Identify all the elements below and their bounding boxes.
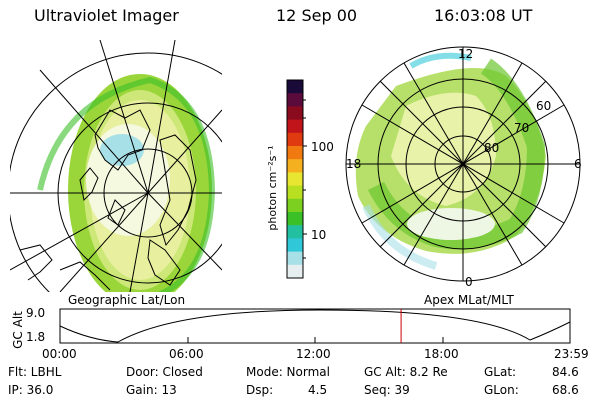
dsp-label: Dsp: — [246, 383, 274, 397]
longitude-lines — [10, 40, 222, 292]
mlt-label-12: 12 — [458, 47, 473, 61]
colorbar-segment — [287, 264, 303, 279]
glat-label: GLat: — [484, 365, 517, 379]
polar-cap-spot — [100, 134, 144, 166]
geographic-caption: Geographic Lat/Lon — [68, 293, 186, 307]
x-tick-1800: 18:00 — [424, 347, 459, 361]
gc-altitude-plot: GC Alt 9.0 1.8 — [11, 306, 571, 349]
magnetic-polar-plot: 12 18 6 0 60 70 80 — [345, 46, 582, 289]
colorbar-segment — [287, 146, 303, 160]
app-title: Ultraviolet Imager — [34, 6, 179, 25]
gc-alt-status: GC Alt: 8.2 Re — [364, 365, 448, 379]
colorbar-unit-label: photon cm⁻²s⁻¹ — [266, 145, 279, 230]
altitude-curve — [59, 309, 571, 343]
mlat-label-60: 60 — [536, 99, 551, 113]
y-tick-1-8: 1.8 — [26, 330, 45, 344]
x-tick-1200: 12:00 — [296, 347, 331, 361]
colorbar: photon cm⁻²s⁻¹ — [266, 79, 307, 279]
colorbar-segment — [287, 159, 303, 173]
door-status: Door: Closed — [126, 365, 203, 379]
x-tick-0600: 06:00 — [169, 347, 204, 361]
colorbar-segment — [287, 80, 303, 94]
date-label: 12 Sep 00 — [276, 6, 358, 25]
colorbar-segment — [287, 251, 303, 266]
coastlines — [19, 109, 197, 291]
colorbar-segment — [287, 238, 303, 253]
mlat-grid — [345, 46, 581, 282]
mlat-label-70: 70 — [514, 121, 529, 135]
colorbar-tick-10: 10 — [311, 228, 327, 242]
gc-alt-axis-label: GC Alt — [11, 311, 25, 349]
dsp-value: 4.5 — [308, 383, 328, 397]
mlt-label-0: 0 — [465, 275, 473, 289]
mlt-label-18: 18 — [346, 157, 361, 171]
colorbar-segment — [287, 106, 303, 121]
colorbar-segment — [287, 93, 303, 107]
glon-label: GLon: — [484, 383, 519, 397]
filter-status: Flt: LBHL — [8, 365, 62, 379]
colorbar-segment — [287, 172, 303, 187]
latitude-circle — [10, 52, 222, 292]
mlt-label-6: 6 — [574, 157, 582, 171]
colorbar-segment — [287, 198, 303, 213]
glon-value: 68.6 — [552, 383, 579, 397]
colorbar-strip — [287, 80, 303, 279]
colorbar-segment — [287, 119, 303, 134]
colorbar-segment — [287, 212, 303, 226]
glat-value: 84.6 — [552, 365, 579, 379]
colorbar-tick-100: 100 — [311, 140, 334, 154]
nightside-gap — [407, 208, 495, 240]
magnetic-caption: Apex MLat/MLT — [424, 293, 514, 307]
mode-status: Mode: Normal — [246, 365, 330, 379]
colorbar-segment — [287, 132, 303, 147]
x-ticks — [187, 337, 444, 343]
ip-status: IP: 36.0 — [8, 383, 54, 397]
mlat-label-80: 80 — [484, 141, 499, 155]
seq-status: Seq: 39 — [364, 383, 410, 397]
x-tick-2359: 23:59 — [554, 347, 589, 361]
polar-cap — [391, 92, 496, 206]
time-label: 16:03:08 UT — [434, 6, 533, 25]
colorbar-segment — [287, 185, 303, 200]
gain-status: Gain: 13 — [126, 383, 177, 397]
y-tick-9: 9.0 — [26, 306, 45, 320]
colorbar-segment — [287, 225, 303, 239]
x-tick-0000: 00:00 — [42, 347, 77, 361]
geographic-map — [10, 40, 222, 292]
